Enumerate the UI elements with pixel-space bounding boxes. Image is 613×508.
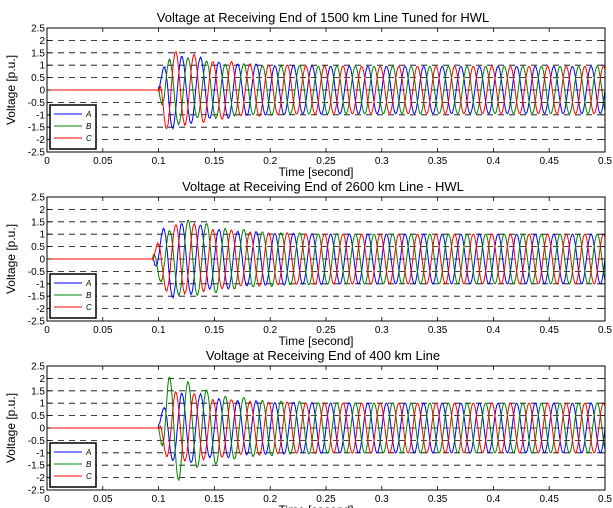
y-tick-label: 1.5 [31, 386, 45, 397]
legend: ABC [50, 443, 96, 487]
x-tick-label: 0.05 [93, 494, 113, 505]
y-tick-label: 1 [39, 61, 45, 72]
x-tick-label: 0.15 [205, 325, 225, 336]
x-tick-label: 0.05 [93, 325, 113, 336]
chart-title: Voltage at Receiving End of 2600 km Line… [182, 179, 464, 194]
y-tick-label: -2 [36, 304, 45, 315]
x-tick-label: 0.5 [598, 156, 612, 167]
x-tick-label: 0 [44, 325, 50, 336]
x-tick-label: 0.4 [486, 325, 500, 336]
y-tick-label: -0.5 [28, 267, 46, 278]
legend-label-a: A [85, 110, 91, 119]
y-tick-label: 0.5 [31, 73, 45, 84]
legend: ABC [50, 105, 96, 149]
x-tick-label: 0.1 [152, 494, 166, 505]
x-axis-label: Time [second] [279, 165, 354, 179]
chart-panel-3: 2.521.510.50-0.5-1-1.5-2-2.50 0.05 0.1 0.15… [4, 348, 612, 508]
x-tick-label: 0.3 [375, 325, 389, 336]
y-tick-label: 1 [39, 399, 45, 410]
y-tick-label: 1.5 [31, 217, 45, 228]
y-tick-label: 1 [39, 230, 45, 241]
y-tick-label: -1 [36, 448, 45, 459]
y-tick-label: -1 [36, 279, 45, 290]
y-tick-label: 1.5 [31, 48, 45, 59]
x-tick-label: 0.2 [263, 325, 277, 336]
y-tick-label: 2 [39, 205, 45, 216]
legend-label-a: A [85, 279, 91, 288]
y-tick-label: -2.5 [28, 148, 46, 159]
y-tick-label: 2 [39, 374, 45, 385]
y-axis-label: Voltage [p.u.] [4, 224, 18, 294]
y-tick-label: 2 [39, 36, 45, 47]
x-tick-label: 0.45 [539, 325, 559, 336]
legend-label-b: B [86, 122, 92, 131]
x-tick-label: 0 [44, 494, 50, 505]
x-tick-label: 0.15 [205, 494, 225, 505]
y-tick-label: 0 [39, 255, 45, 266]
y-axis-label: Voltage [p.u.] [4, 393, 18, 463]
y-tick-label: 0 [39, 86, 45, 97]
x-tick-label: 0.4 [486, 494, 500, 505]
legend-label-b: B [86, 460, 92, 469]
legend-label-a: A [85, 448, 91, 457]
y-tick-label: -1 [36, 110, 45, 121]
y-tick-label: -0.5 [28, 98, 46, 109]
legend: ABC [50, 274, 96, 318]
legend-label-c: C [86, 134, 92, 143]
legend-label-c: C [86, 472, 92, 481]
y-tick-label: 2.5 [31, 24, 45, 35]
x-tick-label: 0.45 [539, 494, 559, 505]
y-tick-label: -2 [36, 135, 45, 146]
x-tick-label: 0 [44, 156, 50, 167]
y-tick-label: 0.5 [31, 411, 45, 422]
y-tick-label: -1.5 [28, 123, 46, 134]
y-axis-label: Voltage [p.u.] [4, 55, 18, 125]
y-tick-label: 2.5 [31, 193, 45, 204]
y-tick-label: -2.5 [28, 486, 46, 497]
x-axis-label: Time [second] [279, 334, 354, 348]
x-tick-label: 0.4 [486, 156, 500, 167]
x-tick-label: 0.5 [598, 325, 612, 336]
x-tick-label: 0.45 [539, 156, 559, 167]
y-tick-label: -1.5 [28, 461, 46, 472]
y-tick-label: -2.5 [28, 317, 46, 328]
x-tick-label: 0.2 [263, 494, 277, 505]
x-tick-label: 0.05 [93, 156, 113, 167]
x-tick-label: 0.3 [375, 494, 389, 505]
chart-panel-2: 2.521.510.50-0.5-1-1.5-2-2.50 0.05 0.1 0.15… [4, 179, 612, 348]
y-tick-label: -0.5 [28, 436, 46, 447]
x-tick-label: 0.1 [152, 325, 166, 336]
x-tick-label: 0.35 [428, 325, 448, 336]
y-tick-label: 0.5 [31, 242, 45, 253]
x-tick-label: 0.5 [598, 494, 612, 505]
x-tick-label: 0.3 [375, 156, 389, 167]
chart-title: Voltage at Receiving End of 400 km Line [206, 348, 440, 363]
chart-title: Voltage at Receiving End of 1500 km Line… [157, 10, 489, 25]
x-axis-label: Time [second] [279, 503, 354, 508]
x-tick-label: 0.35 [428, 494, 448, 505]
x-tick-label: 0.1 [152, 156, 166, 167]
x-tick-label: 0.2 [263, 156, 277, 167]
y-tick-label: -1.5 [28, 292, 46, 303]
y-tick-label: 0 [39, 424, 45, 435]
legend-label-c: C [86, 303, 92, 312]
chart-panel-1: 2.521.510.50-0.5-1-1.5-2-2.50 0.05 0.1 0.15… [4, 10, 612, 179]
y-tick-label: 2.5 [31, 362, 45, 373]
legend-label-b: B [86, 291, 92, 300]
x-tick-label: 0.35 [428, 156, 448, 167]
y-tick-label: -2 [36, 473, 45, 484]
x-tick-label: 0.15 [205, 156, 225, 167]
